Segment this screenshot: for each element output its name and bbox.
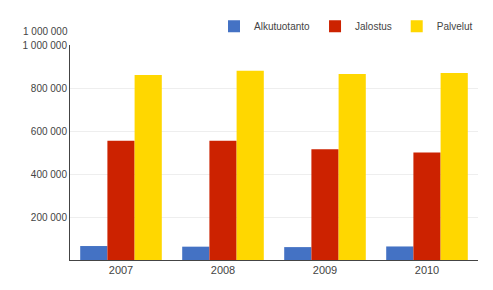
svg-text:600 000: 600 000 [31,126,68,137]
svg-text:1 000 000: 1 000 000 [23,40,68,51]
svg-text:Jalostus: Jalostus [355,21,392,32]
svg-text:1 000 000: 1 000 000 [23,26,68,37]
svg-text:Palvelut: Palvelut [437,21,473,32]
svg-text:2007: 2007 [109,264,133,276]
svg-text:2008: 2008 [211,264,235,276]
svg-text:200 000: 200 000 [31,212,68,223]
svg-text:2010: 2010 [415,264,439,276]
svg-text:2009: 2009 [313,264,337,276]
svg-text:Alkutuotanto: Alkutuotanto [254,21,310,32]
svg-text:400 000: 400 000 [31,169,68,180]
svg-text:800 000: 800 000 [31,83,68,94]
